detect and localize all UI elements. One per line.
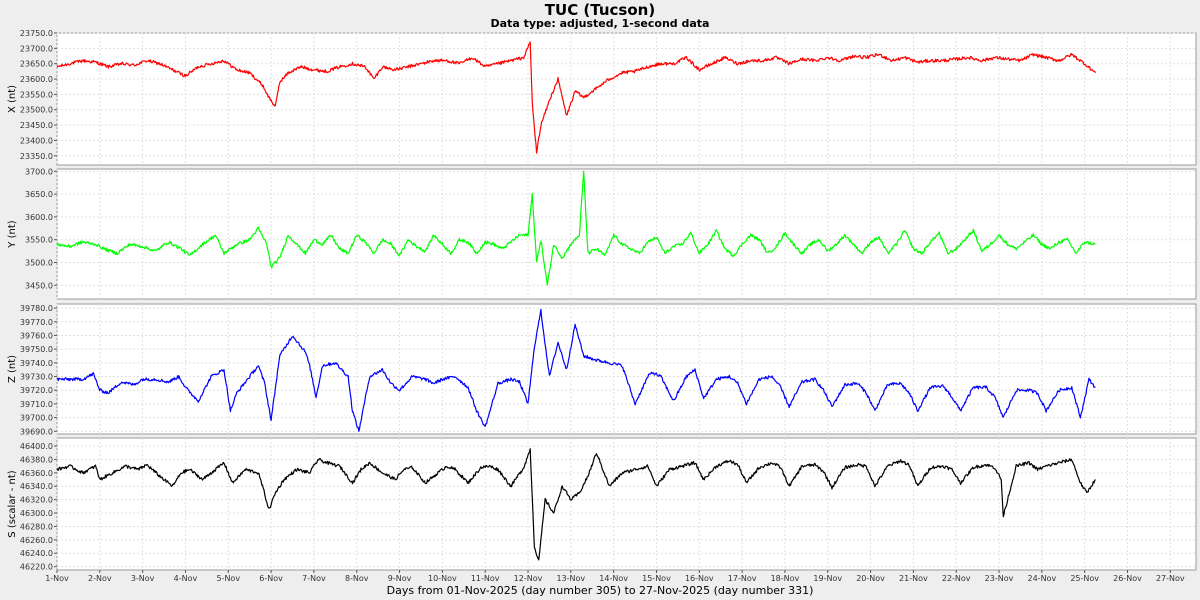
y-tick-label: 46280.0	[20, 522, 53, 531]
series-line-2	[56, 170, 1096, 286]
y-tick-label: 46240.0	[20, 549, 53, 558]
y-tick-label: 23350.0	[20, 152, 53, 161]
x-tick-label: 15-Nov	[642, 574, 671, 583]
series-line-1	[56, 41, 1096, 154]
x-tick-label: 20-Nov	[856, 574, 885, 583]
series-line-4	[56, 448, 1096, 561]
y-tick-label: 39690.0	[20, 427, 53, 436]
y-axis-label-4: S (scalar - nt)	[7, 470, 18, 538]
plot-panel-1	[56, 32, 1197, 166]
y-tick-label: 39700.0	[20, 414, 53, 423]
x-tick-label: 1-Nov	[45, 574, 69, 583]
x-tick-label: 16-Nov	[685, 574, 714, 583]
chart-subtitle: Data type: adjusted, 1-second data	[490, 17, 710, 30]
y-tick-label: 46360.0	[20, 469, 53, 478]
y-tick-label: 3700.0	[25, 167, 53, 176]
x-tick-label: 2-Nov	[88, 574, 112, 583]
x-tick-label: 24-Nov	[1028, 574, 1057, 583]
x-tick-label: 22-Nov	[942, 574, 971, 583]
y-axis-label-3: Z (nt)	[7, 355, 18, 383]
y-tick-label: 23450.0	[20, 121, 53, 130]
x-tick-label: 18-Nov	[771, 574, 800, 583]
x-tick-label: 27-Nov	[1156, 574, 1185, 583]
y-tick-label: 3550.0	[25, 236, 53, 245]
y-tick-label: 46320.0	[20, 496, 53, 505]
x-tick-label: 6-Nov	[259, 574, 283, 583]
plot-panel-2	[56, 168, 1197, 300]
y-tick-label: 39710.0	[20, 400, 53, 409]
series-line-3	[56, 308, 1096, 432]
y-tick-label: 23700.0	[20, 44, 53, 53]
y-axis-label-2: Y (nt)	[7, 220, 18, 248]
y-tick-label: 39720.0	[20, 386, 53, 395]
x-tick-label: 14-Nov	[599, 574, 628, 583]
x-tick-label: 19-Nov	[813, 574, 842, 583]
y-tick-label: 39730.0	[20, 373, 53, 382]
y-tick-label: 46260.0	[20, 536, 53, 545]
x-tick-label: 3-Nov	[131, 574, 155, 583]
y-axis-label-1: X (nt)	[7, 85, 18, 113]
y-tick-label: 23750.0	[20, 29, 53, 38]
x-tick-label: 10-Nov	[428, 574, 457, 583]
x-tick-label: 17-Nov	[728, 574, 757, 583]
x-tick-label: 21-Nov	[899, 574, 928, 583]
y-tick-label: 3600.0	[25, 213, 53, 222]
y-tick-label: 46300.0	[20, 509, 53, 518]
x-tick-label: 23-Nov	[985, 574, 1014, 583]
plot-panel-4	[56, 437, 1197, 571]
y-tick-label: 23400.0	[20, 136, 53, 145]
y-tick-label: 23500.0	[20, 106, 53, 115]
x-tick-label: 13-Nov	[556, 574, 585, 583]
x-tick-label: 11-Nov	[471, 574, 500, 583]
y-tick-label: 39760.0	[20, 331, 53, 340]
y-tick-label: 3450.0	[25, 281, 53, 290]
y-tick-label: 3500.0	[25, 259, 53, 268]
y-tick-label: 46380.0	[20, 455, 53, 464]
y-tick-label: 46220.0	[20, 563, 53, 572]
y-tick-label: 23550.0	[20, 90, 53, 99]
y-tick-label: 23650.0	[20, 60, 53, 69]
x-tick-label: 26-Nov	[1113, 574, 1142, 583]
y-tick-label: 39780.0	[20, 304, 53, 313]
x-axis-title: Days from 01-Nov-2025 (day number 305) t…	[386, 584, 814, 597]
x-tick-label: 25-Nov	[1070, 574, 1099, 583]
y-tick-label: 39750.0	[20, 345, 53, 354]
x-tick-label: 8-Nov	[345, 574, 369, 583]
y-tick-label: 39770.0	[20, 318, 53, 327]
y-tick-label: 46400.0	[20, 442, 53, 451]
y-tick-label: 3650.0	[25, 190, 53, 199]
x-tick-label: 4-Nov	[174, 574, 198, 583]
y-tick-label: 39740.0	[20, 359, 53, 368]
x-tick-label: 12-Nov	[514, 574, 543, 583]
x-tick-label: 7-Nov	[302, 574, 326, 583]
y-tick-label: 46340.0	[20, 482, 53, 491]
y-tick-label: 23600.0	[20, 75, 53, 84]
x-tick-label: 9-Nov	[388, 574, 412, 583]
chart-title: TUC (Tucson)	[544, 1, 656, 19]
x-tick-label: 5-Nov	[216, 574, 240, 583]
